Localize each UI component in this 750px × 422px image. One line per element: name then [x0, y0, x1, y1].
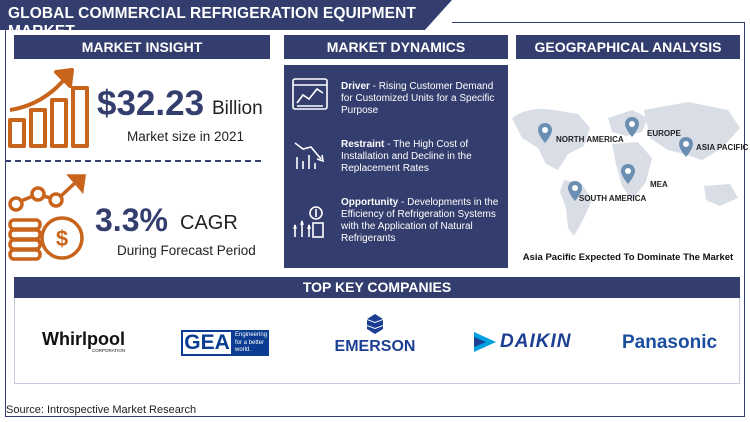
companies-heading: TOP KEY COMPANIES — [14, 277, 740, 298]
market-dynamics-panel: Driver - Rising Customer Demand for Cust… — [284, 65, 508, 268]
driver-item: Driver - Rising Customer Demand for Cust… — [341, 81, 506, 117]
south-america-pin-icon — [568, 181, 582, 201]
europe-pin-icon — [625, 117, 639, 137]
emerson-emblem-icon — [367, 314, 383, 334]
whirlpool-wordmark: Whirlpool — [42, 329, 125, 349]
geo-caption: Asia Pacific Expected To Dominate The Ma… — [522, 252, 734, 263]
dashboard-chart-icon — [292, 78, 328, 110]
title-bar: GLOBAL COMMERCIAL REFRIGERATION EQUIPMEN… — [0, 0, 452, 30]
cagr-label: CAGR — [180, 212, 238, 234]
gea-tag-line: world. — [235, 347, 252, 353]
region-label: ASIA PACIFIC — [696, 143, 749, 152]
coin-growth-icon: $ — [8, 174, 87, 261]
opportunity-text: - Developments in the Efficiency of Refr… — [341, 197, 499, 244]
cagr-value: 3.3% — [95, 202, 168, 238]
north-america-pin-icon — [538, 123, 552, 143]
whirlpool-logo: Whirlpool CORPORATION — [42, 329, 125, 353]
south-america-shape — [560, 180, 592, 236]
world-map — [512, 102, 740, 236]
emerson-wordmark: EMERSON — [334, 338, 416, 355]
gea-tagline: Engineering for a better world. — [233, 330, 269, 356]
restraint-item: Restraint - The High Cost of Installatio… — [341, 139, 506, 175]
australia-shape — [704, 184, 738, 206]
svg-text:$: $ — [56, 226, 68, 251]
market-dynamics-heading: MARKET DYNAMICS — [284, 35, 508, 59]
mea-pin-icon — [621, 164, 635, 184]
restraint-text: - The High Cost of Installation and Decl… — [341, 139, 472, 174]
declining-chart-icon — [294, 142, 325, 169]
region-label: MEA — [650, 180, 668, 189]
page-frame — [5, 22, 745, 417]
daikin-emblem-icon — [474, 332, 496, 352]
driver-label: Driver — [341, 81, 370, 92]
asia-pacific-pin-icon — [679, 137, 693, 157]
frame-top-line — [452, 22, 745, 23]
market-size-unit: Billion — [212, 98, 263, 119]
growth-bar-chart-icon — [8, 68, 89, 148]
gea-wordmark: GEA — [181, 330, 233, 356]
driver-text: - Rising Customer Demand for Customized … — [341, 81, 495, 116]
emerson-logo: EMERSON — [330, 314, 420, 356]
gea-tag-line: for a better — [235, 339, 265, 346]
region-label: EUROPE — [647, 129, 681, 138]
daikin-wordmark: DAIKIN — [500, 331, 572, 352]
market-insight-heading: MARKET INSIGHT — [14, 35, 270, 59]
growth-idea-icon — [293, 206, 324, 238]
panasonic-logo: Panasonic — [622, 332, 718, 353]
market-size-value: $32.23 — [97, 84, 205, 123]
gea-logo: GEA Engineering for a better world. — [181, 330, 269, 356]
daikin-logo: DAIKIN — [474, 331, 571, 353]
region-label: NORTH AMERICA — [556, 135, 624, 144]
insight-divider — [5, 160, 261, 162]
source-note: Source: Introspective Market Research — [6, 404, 197, 416]
opportunity-label: Opportunity — [341, 197, 399, 208]
cagr-period: During Forecast Period — [117, 243, 256, 258]
restraint-label: Restraint — [341, 139, 385, 150]
opportunity-item: Opportunity - Developments in the Effici… — [341, 197, 506, 245]
region-label: SOUTH AMERICA — [579, 194, 647, 203]
whirlpool-subtitle: CORPORATION — [92, 348, 126, 353]
asia-shape — [644, 102, 740, 160]
geo-heading: GEOGRAPHICAL ANALYSIS — [516, 35, 740, 59]
companies-panel — [14, 298, 740, 384]
page-title: GLOBAL COMMERCIAL REFRIGERATION EQUIPMEN… — [8, 5, 416, 40]
north-america-shape — [512, 109, 590, 170]
market-size-label: Market size in 2021 — [127, 129, 245, 144]
gea-tag-line: Engineering — [235, 332, 268, 338]
